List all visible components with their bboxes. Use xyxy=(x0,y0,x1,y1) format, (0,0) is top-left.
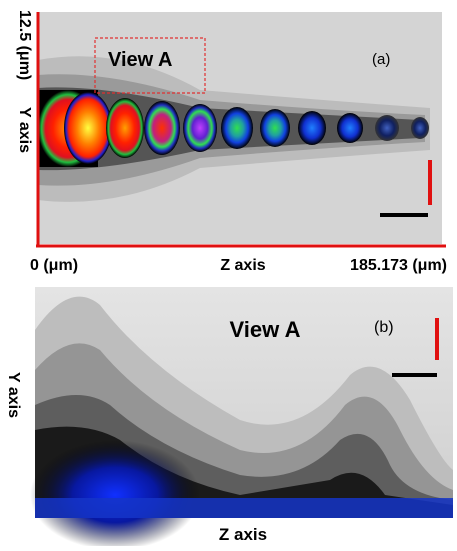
figure: View A (a) 12.5 (μm) Y axis 0 (μm) Z axi… xyxy=(0,0,457,546)
y-axis-label: Y axis xyxy=(5,372,22,418)
lobe xyxy=(221,107,253,149)
view-label: View A xyxy=(230,317,301,342)
lobe xyxy=(375,115,399,141)
lobe xyxy=(260,109,290,147)
view-label: View A xyxy=(108,49,172,71)
blue-field xyxy=(30,440,200,546)
y-top-label: 12.5 (μm) xyxy=(16,10,33,80)
panel-a: View A (a) 12.5 (μm) Y axis 0 (μm) Z axi… xyxy=(16,10,447,274)
z-axis-label: Z axis xyxy=(219,525,267,544)
lobe xyxy=(144,101,180,155)
panel-tag: (b) xyxy=(374,319,394,336)
z-end-label: 185.173 (μm) xyxy=(350,257,447,274)
y-axis-label: Y axis xyxy=(16,107,33,153)
substrate xyxy=(35,498,453,518)
panel-b: View A (b) Y axis Z axis xyxy=(5,287,453,546)
z-start-label: 0 (μm) xyxy=(30,257,78,274)
panel-tag: (a) xyxy=(372,51,390,68)
lobe xyxy=(411,117,429,139)
lobe xyxy=(183,104,217,152)
lobe xyxy=(106,98,144,158)
lobe xyxy=(337,113,363,143)
lobe xyxy=(298,111,326,145)
z-axis-label: Z axis xyxy=(220,257,265,274)
lobe xyxy=(64,92,112,164)
